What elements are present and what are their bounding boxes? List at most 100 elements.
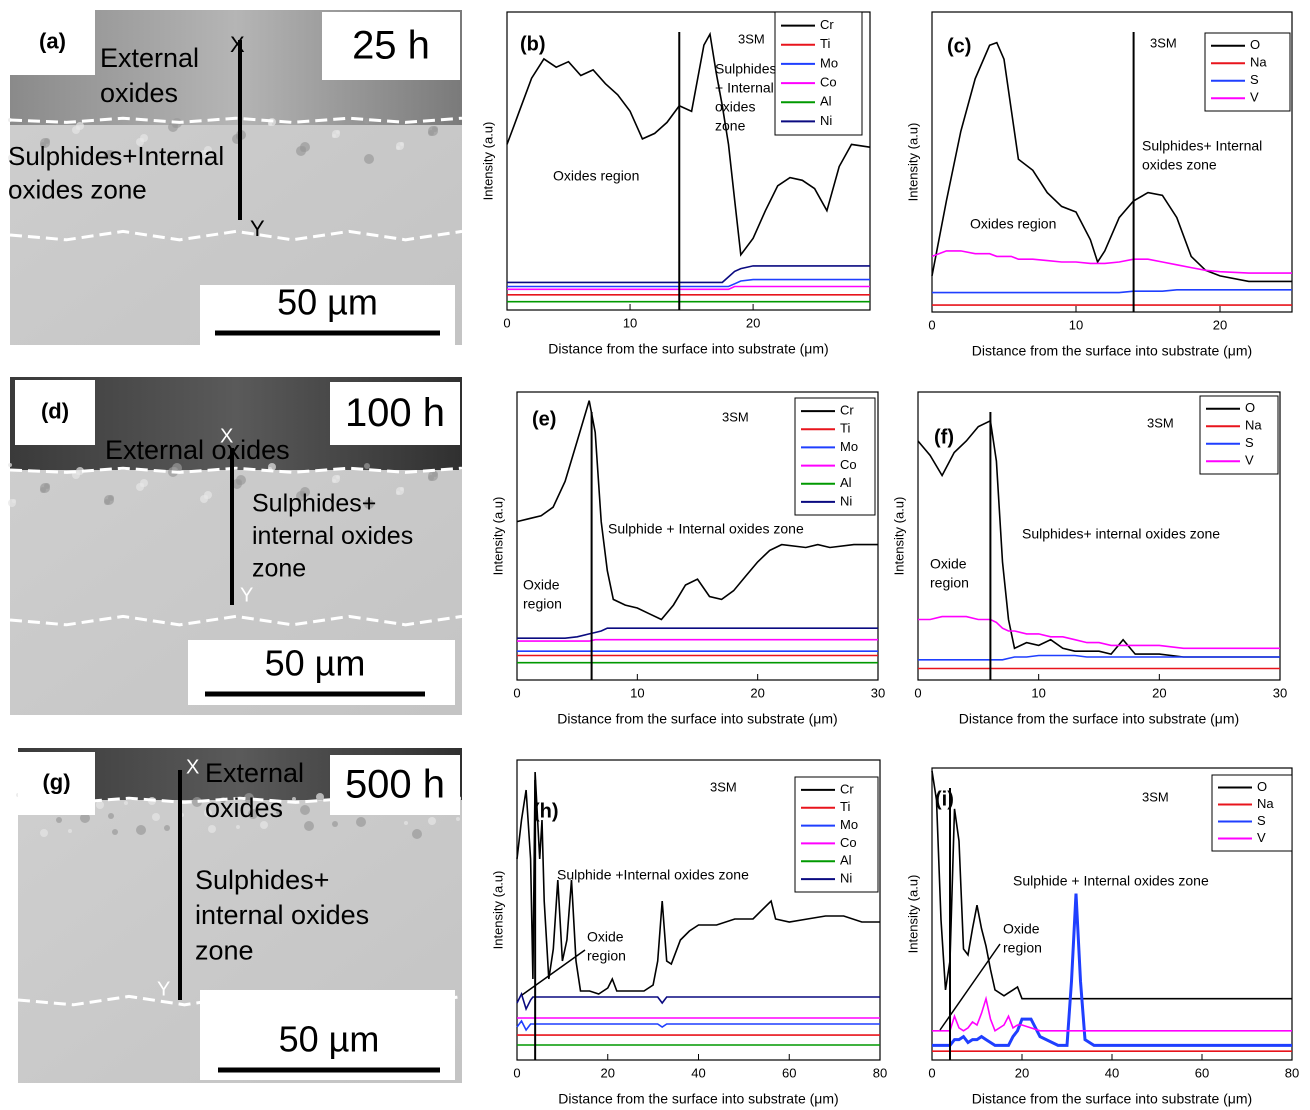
texture <box>40 829 48 837</box>
legend-label: Al <box>840 475 852 490</box>
legend-label: Co <box>840 835 857 850</box>
texture <box>248 809 258 819</box>
time-box <box>330 755 460 815</box>
time-label: 500 h <box>345 763 445 807</box>
chart: 0 10 20 30 Distance from the surface into su… <box>891 391 1287 727</box>
texture <box>140 479 148 487</box>
x-axis-label: Distance from the surface into substrate… <box>548 341 828 357</box>
micrograph-label: oxides <box>100 78 178 108</box>
data-line <box>932 995 1292 1033</box>
micrograph: (g) 500 h External oxides Sulphides+ internal… <box>16 748 463 1083</box>
annotation: Oxide <box>1003 921 1040 937</box>
x-tick-label: 0 <box>928 1065 935 1080</box>
texture <box>152 813 160 821</box>
plot-frame <box>516 391 879 681</box>
annotation: region <box>587 948 626 964</box>
time-label: 25 h <box>352 24 430 68</box>
legend-label: V <box>1250 90 1259 105</box>
panel-box <box>10 10 95 75</box>
texture <box>112 829 118 835</box>
texture <box>140 134 148 142</box>
legend-label: Ti <box>840 421 850 436</box>
micrograph: (d) 100 h External oxides Sulphides+ interna… <box>8 377 463 715</box>
data-line <box>516 991 880 1012</box>
micrograph-label: External oxides <box>105 435 290 465</box>
chart: 0 10 20 Distance from the surface into subs… <box>480 11 871 357</box>
texture <box>76 467 84 475</box>
time-box <box>330 382 460 445</box>
legend-label: Na <box>1245 418 1262 433</box>
texture <box>96 801 104 809</box>
data-line <box>931 41 1292 283</box>
panel-box <box>15 380 95 445</box>
texture <box>304 821 314 831</box>
legend-label: Co <box>840 457 857 472</box>
legend-label: Al <box>840 853 852 868</box>
texture <box>236 475 246 485</box>
texture <box>164 825 170 831</box>
texture <box>336 475 340 479</box>
legend-label: Cr <box>820 17 834 32</box>
texture <box>364 463 370 469</box>
scale-label: 50 µm <box>265 643 366 684</box>
boundary-line <box>9 116 463 124</box>
texture <box>12 499 16 503</box>
data-line <box>517 627 878 639</box>
annotation: Oxides region <box>970 216 1056 232</box>
texture <box>204 491 212 499</box>
sample-label: 3SM <box>738 31 765 46</box>
micrograph-label: X <box>220 425 233 447</box>
texture <box>300 142 310 152</box>
legend-label: Na <box>1257 796 1274 811</box>
x-tick-label: 20 <box>750 685 764 700</box>
scale-label: 50 µm <box>277 282 378 323</box>
annotation: Oxide <box>523 577 560 593</box>
annotation: Oxide <box>930 556 967 572</box>
legend-box <box>794 776 879 893</box>
chart: 0 20 40 60 80 Distance from the surface into … <box>490 759 887 1107</box>
data-line <box>917 419 1280 658</box>
texture <box>44 483 50 489</box>
annotation: region <box>1003 940 1042 956</box>
panel-label: (g) <box>42 769 70 794</box>
micrograph-label: X <box>230 32 245 57</box>
x-tick-label: 80 <box>873 1065 887 1080</box>
sample-label: 3SM <box>1147 415 1174 430</box>
texture <box>8 463 12 467</box>
annotation: Sulphide + Internal oxides zone <box>608 521 804 537</box>
micrograph-label: Sulphides+ <box>252 490 376 518</box>
chart: 0 20 40 60 80 Distance from the surface into … <box>905 767 1299 1107</box>
texture <box>428 817 436 825</box>
texture <box>108 150 114 156</box>
legend-label: Mo <box>840 439 858 454</box>
legend-label: Cr <box>840 781 854 796</box>
texture <box>236 825 240 829</box>
texture <box>204 809 212 817</box>
micrograph-label: External <box>205 758 304 788</box>
texture <box>208 825 216 833</box>
legend-label: Mo <box>840 817 858 832</box>
legend-box <box>794 397 876 516</box>
texture <box>364 154 374 164</box>
texture <box>412 829 422 839</box>
x-tick-label: 30 <box>1273 685 1287 700</box>
y-axis-label: Intensity (a.u) <box>905 875 920 954</box>
legend-label: Ni <box>840 871 852 886</box>
texture <box>400 487 404 491</box>
data-line <box>931 250 1292 274</box>
texture <box>300 805 310 815</box>
data-line <box>507 265 870 284</box>
scale-label: 50 µm <box>279 1019 380 1060</box>
texture <box>364 118 370 124</box>
plot-frame <box>917 391 1281 681</box>
micrograph-label: zone <box>252 555 306 583</box>
legend-box <box>1211 774 1293 852</box>
legend-box <box>1199 395 1279 475</box>
x-tick-label: 10 <box>623 315 637 330</box>
sample-label: 3SM <box>710 779 737 794</box>
x-tick-label: 60 <box>782 1065 796 1080</box>
texture <box>336 130 340 134</box>
texture <box>44 138 50 144</box>
